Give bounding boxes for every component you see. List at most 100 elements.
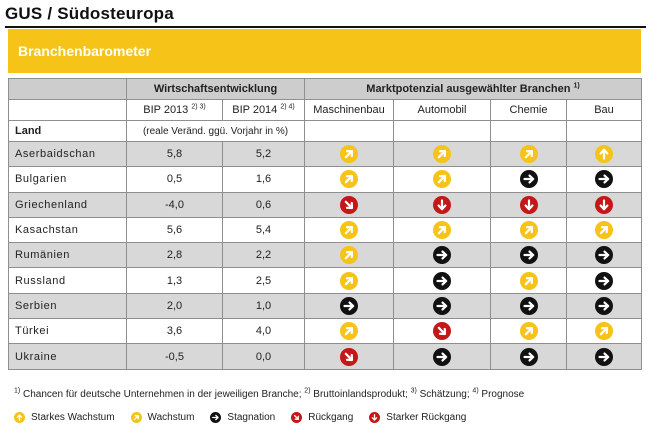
bip2014-value: 4,0 (222, 318, 305, 345)
outlook-cell (393, 191, 491, 218)
legend-item: Rückgang (291, 412, 353, 423)
arrow-up-right-icon (519, 221, 538, 240)
table-row: Rumänien 2,8 2,2 (8, 242, 643, 269)
bip2013-value: 5,8 (126, 140, 223, 168)
group-header-economy: Wirtschaftsentwicklung (126, 78, 305, 100)
table-row: Serbien 2,0 1,0 (8, 292, 643, 320)
country-name: Griechenland (8, 191, 127, 218)
outlook-cell (393, 216, 491, 244)
footnote: 1) Chancen für deutsche Unternehmen in d… (14, 387, 525, 400)
outlook-cell (304, 191, 394, 218)
outlook-cell (393, 140, 491, 168)
outlook-cell (393, 318, 491, 345)
arrow-up-icon (595, 145, 614, 164)
arrow-down-right-icon (340, 347, 358, 366)
arrow-down-icon (433, 195, 451, 214)
outlook-cell (565, 242, 643, 269)
outlook-cell (304, 216, 394, 244)
bip2013-value: -0,5 (126, 343, 223, 370)
table-row: Aserbaidschan 5,8 5,2 (8, 140, 643, 168)
outlook-cell (490, 140, 567, 168)
outlook-cell (304, 140, 394, 168)
outlook-cell (393, 267, 491, 294)
arrow-down-right-icon (291, 412, 303, 423)
outlook-cell (490, 191, 567, 218)
arrow-right-icon (595, 296, 614, 315)
outlook-cell (393, 166, 491, 193)
banner-title: Branchenbarometer (18, 43, 152, 59)
outlook-cell (304, 343, 394, 370)
arrow-up-right-icon (595, 322, 614, 341)
bip2013-value: 1,3 (126, 267, 223, 294)
outlook-cell (490, 166, 567, 193)
outlook-cell (565, 140, 643, 168)
arrow-right-icon (340, 296, 358, 315)
land-header: Land (8, 120, 127, 142)
banner: Branchenbarometer (8, 29, 641, 73)
outlook-cell (565, 166, 643, 193)
outlook-cell (565, 318, 643, 345)
arrow-right-icon (519, 347, 538, 366)
bip2014-value: 5,4 (222, 216, 305, 244)
arrow-down-right-icon (433, 322, 451, 341)
title-divider (5, 26, 646, 28)
arrow-right-icon (210, 412, 222, 423)
header-blank-sector (393, 120, 491, 142)
header-blank-sector (565, 120, 643, 142)
arrow-right-icon (433, 347, 451, 366)
outlook-cell (304, 242, 394, 269)
table-row: Russland 1,3 2,5 (8, 267, 643, 294)
outlook-cell (490, 242, 567, 269)
country-name: Rumänien (8, 242, 127, 269)
arrow-up-right-icon (519, 145, 538, 164)
table-row: Türkei 3,6 4,0 (8, 318, 643, 345)
arrow-right-icon (595, 271, 614, 290)
outlook-cell (393, 343, 491, 370)
bip2013-value: 2,8 (126, 242, 223, 269)
arrow-up-right-icon (340, 322, 358, 341)
bip2013-value: 3,6 (126, 318, 223, 345)
outlook-cell (565, 267, 643, 294)
legend-item: Wachstum (130, 412, 195, 423)
column-header-bip2013: BIP 2013 2) 3) (126, 99, 223, 121)
outlook-cell (565, 343, 643, 370)
arrow-up-right-icon (340, 221, 358, 240)
table-row: Bulgarien 0,5 1,6 (8, 166, 643, 193)
arrow-down-icon (595, 195, 614, 214)
outlook-cell (304, 267, 394, 294)
table-row: Griechenland -4,0 0,6 (8, 191, 643, 218)
outlook-cell (393, 242, 491, 269)
arrow-up-right-icon (433, 145, 451, 164)
bip2014-value: 5,2 (222, 140, 305, 168)
table-row: Kasachstan 5,6 5,4 (8, 216, 643, 244)
outlook-cell (490, 267, 567, 294)
arrow-right-icon (595, 347, 614, 366)
arrow-up-right-icon (595, 221, 614, 240)
country-name: Russland (8, 267, 127, 294)
column-header-automobil: Automobil (393, 99, 491, 121)
legend-label: Starker Rückgang (386, 412, 467, 423)
outlook-cell (490, 292, 567, 320)
legend-label: Wachstum (147, 412, 195, 423)
arrow-up-right-icon (519, 322, 538, 341)
header-corner (8, 78, 127, 100)
arrow-up-right-icon (519, 271, 538, 290)
bip2014-value: 1,6 (222, 166, 305, 193)
outlook-cell (565, 292, 643, 320)
legend-item: Starker Rückgang (369, 412, 466, 423)
header-blank-sector (490, 120, 567, 142)
outlook-cell (393, 292, 491, 320)
arrow-up-right-icon (340, 271, 358, 290)
arrow-right-icon (433, 296, 451, 315)
unit-label: (reale Veränd. ggü. Vorjahr in %) (126, 120, 305, 142)
arrow-right-icon (433, 246, 451, 265)
outlook-cell (304, 166, 394, 193)
column-header-maschinenbau: Maschinenbau (304, 99, 394, 121)
bip2014-value: 1,0 (222, 292, 305, 320)
group-header-market: Marktpotenzial ausgewählter Branchen 1) (303, 78, 643, 100)
arrow-right-icon (519, 170, 538, 189)
arrow-down-icon (519, 195, 538, 214)
arrow-up-right-icon (340, 170, 358, 189)
arrow-right-icon (433, 271, 451, 290)
bip2014-value: 2,2 (222, 242, 305, 269)
